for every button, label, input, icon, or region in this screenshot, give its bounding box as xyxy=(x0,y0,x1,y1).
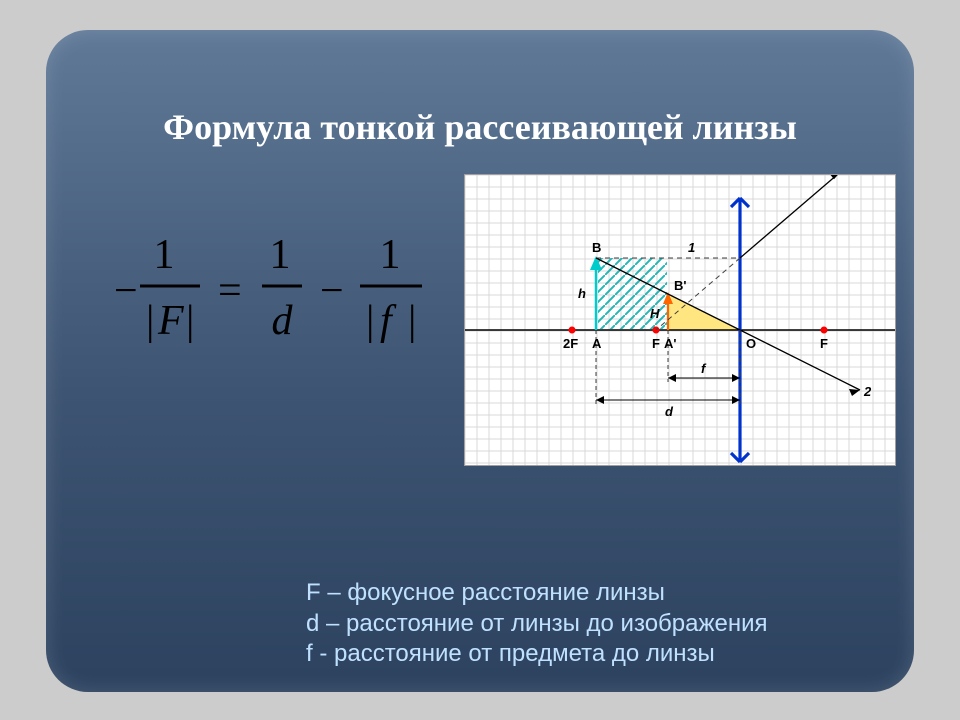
svg-text:O: O xyxy=(746,336,756,351)
slide-card: Формула тонкой рассеивающей линзы − 1 | … xyxy=(46,30,914,692)
svg-text:2F: 2F xyxy=(563,336,578,351)
t2-bar-r: | xyxy=(408,298,416,344)
legend-line-F: F – фокусное расстояние линзы xyxy=(306,578,866,609)
lens-diagram: 2FFOF2FABA'B'hH112fd xyxy=(464,174,896,466)
lhs-bar-l: | xyxy=(146,298,154,344)
svg-text:A: A xyxy=(592,336,602,351)
svg-text:H: H xyxy=(650,306,660,321)
t2-f: f xyxy=(380,298,397,344)
t1-den: d xyxy=(272,298,294,344)
svg-text:F: F xyxy=(820,336,828,351)
mid-minus: − xyxy=(320,268,344,314)
legend-line-d: d – расстояние от линзы до изображения xyxy=(306,609,866,640)
equals: = xyxy=(218,268,242,314)
slide-title: Формула тонкой рассеивающей линзы xyxy=(46,106,914,148)
lhs-num: 1 xyxy=(154,232,175,278)
svg-text:B: B xyxy=(592,240,601,255)
legend-line-f: f - расстояние от предмета до линзы xyxy=(306,639,866,670)
svg-text:f: f xyxy=(701,361,707,376)
svg-text:h: h xyxy=(578,286,586,301)
svg-text:1: 1 xyxy=(688,240,695,255)
t1-num: 1 xyxy=(270,232,291,278)
t2-bar-l: | xyxy=(366,298,374,344)
lens-formula: − 1 | F | = 1 d − 1 | f | xyxy=(106,226,466,356)
minus-sign: − xyxy=(114,268,138,314)
legend-block: F – фокусное расстояние линзы d – рассто… xyxy=(306,578,866,670)
lhs-F: F xyxy=(157,298,184,344)
svg-text:F: F xyxy=(652,336,660,351)
t2-num: 1 xyxy=(380,232,401,278)
svg-text:d: d xyxy=(665,404,674,419)
svg-text:B': B' xyxy=(674,278,686,293)
svg-text:A': A' xyxy=(664,336,676,351)
lhs-bar-r: | xyxy=(186,298,194,344)
svg-text:2: 2 xyxy=(863,384,872,399)
